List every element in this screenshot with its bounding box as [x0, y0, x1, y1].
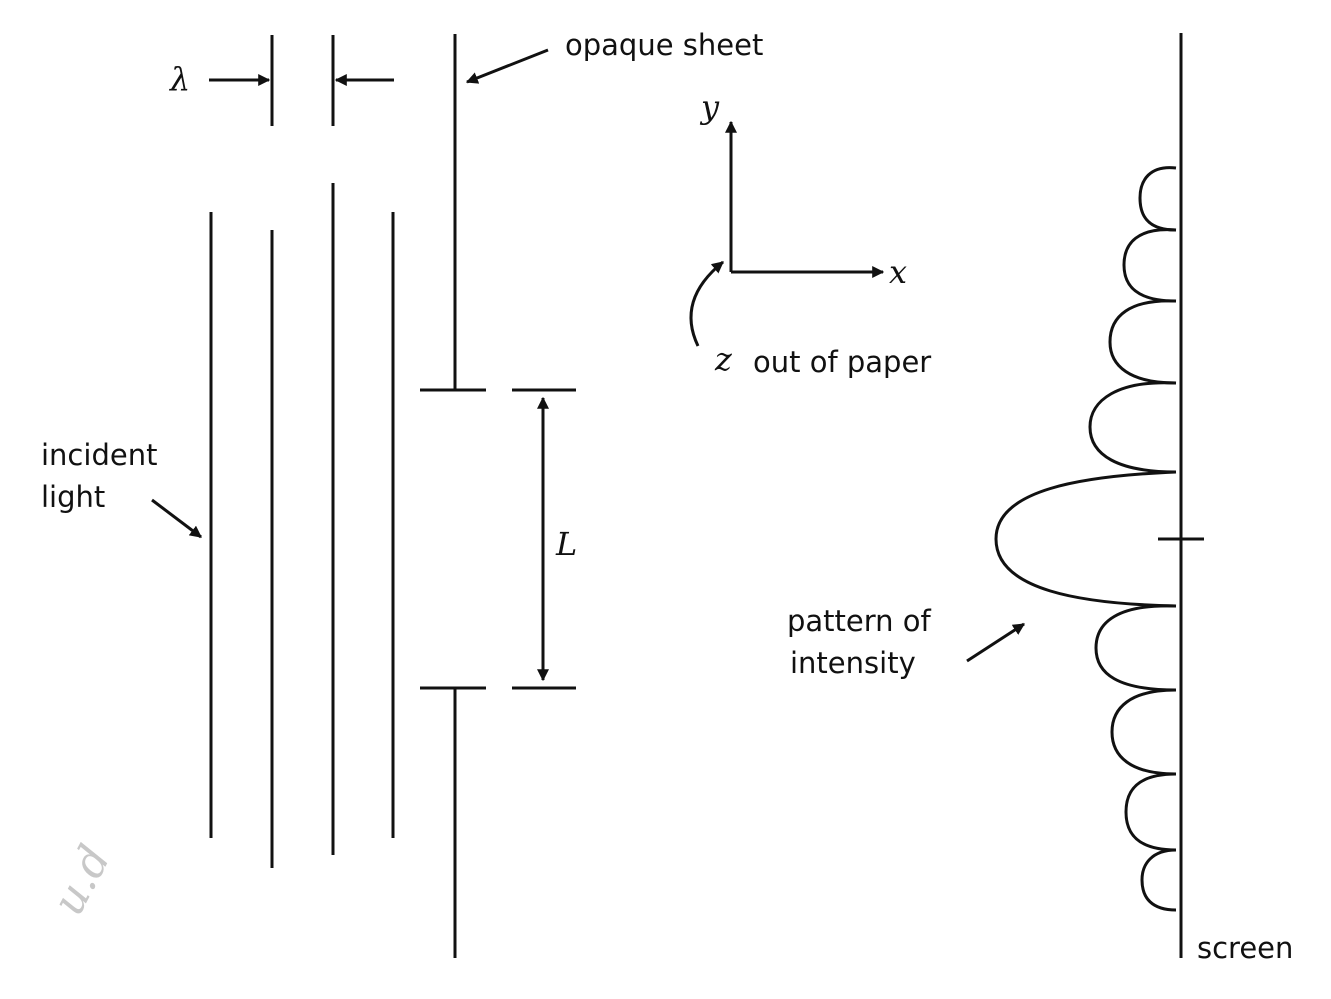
side-lobe-lower-1 [1094, 604, 1177, 692]
L-label: L [555, 525, 577, 563]
side-lobe-lower-3 [1124, 772, 1177, 852]
incident-light-arrow [151, 498, 202, 539]
opaque-sheet: opaque sheet [420, 28, 763, 958]
incident-light-label-2: light [41, 480, 105, 514]
side-lobe-lower-4 [1140, 848, 1177, 912]
x-axis-label: x [889, 253, 907, 291]
opaque-sheet-label: opaque sheet [565, 28, 763, 62]
side-lobe-lower-2 [1110, 688, 1177, 776]
pattern-arrow [966, 622, 1026, 663]
z-axis-label: z [714, 340, 733, 378]
side-lobe-upper-4 [1138, 166, 1177, 232]
z-axis-curved-arrow [689, 260, 724, 347]
wavefronts [209, 183, 395, 868]
slit-width-marker: L [512, 388, 577, 690]
wavelength-marker: λ [168, 35, 394, 126]
y-axis-label: y [699, 88, 720, 126]
side-lobe-upper-1 [1088, 381, 1177, 474]
pattern-label-2: intensity [790, 646, 916, 680]
pattern-label-1: pattern of [787, 604, 932, 638]
incident-light-label-1: incident [41, 438, 157, 472]
coordinate-axes: y x z out of paper [689, 88, 931, 379]
opaque-sheet-arrow [465, 48, 549, 84]
z-axis-note: out of paper [753, 345, 931, 379]
incident-light-annotation: incident light [41, 438, 202, 539]
side-lobe-upper-3 [1122, 228, 1177, 303]
screen-label: screen [1197, 931, 1293, 965]
side-lobe-upper-2 [1108, 299, 1177, 385]
lambda-label: λ [168, 60, 190, 98]
screen: screen [1158, 33, 1293, 965]
handwritten-mark: u.d [43, 837, 121, 923]
central-maximum [994, 470, 1177, 608]
intensity-pattern [994, 166, 1177, 912]
pattern-annotation: pattern of intensity [787, 604, 1026, 680]
